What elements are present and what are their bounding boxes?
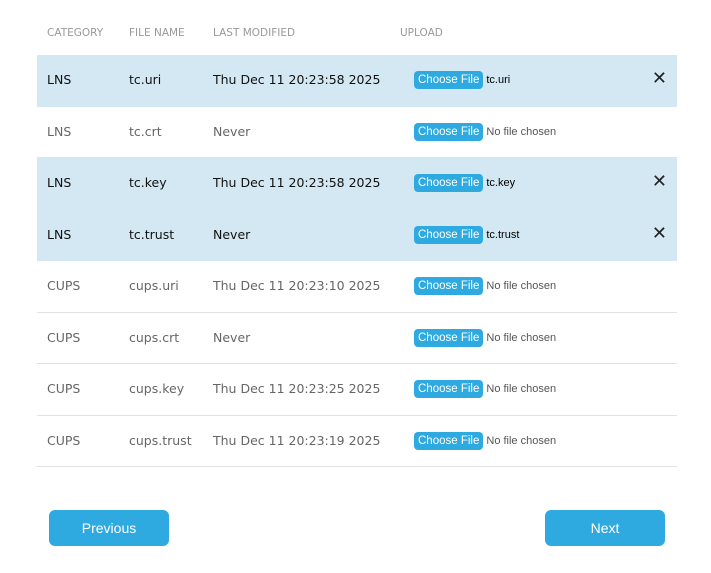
file-name-cell: tc.trust	[129, 226, 175, 242]
category-cell: CUPS	[47, 432, 81, 448]
category-cell: LNS	[47, 72, 72, 87]
choose-file-button[interactable]: Choose File	[414, 122, 484, 141]
last-modified-cell: Never	[213, 226, 251, 242]
file-input[interactable]: Choose File No file chosen	[414, 122, 557, 141]
table-row: CUPS cups.uri Thu Dec 11 20:23:10 2025 C…	[37, 261, 677, 313]
choose-file-button[interactable]: Choose File	[414, 225, 484, 244]
choose-file-button[interactable]: Choose File	[414, 174, 484, 192]
last-modified-cell: Thu Dec 11 20:23:58 2025	[213, 175, 381, 190]
close-icon[interactable]: ✕	[651, 222, 667, 244]
chosen-file-name: No file chosen	[486, 434, 557, 447]
header-last-modified: LAST MODIFIED	[213, 27, 296, 39]
last-modified-cell: Thu Dec 11 20:23:25 2025	[213, 381, 381, 396]
chosen-file-name: No file chosen	[486, 331, 557, 344]
category-cell: CUPS	[47, 278, 81, 293]
file-name-cell: cups.key	[129, 381, 185, 396]
header-category: CATEGORY	[47, 27, 104, 39]
choose-file-button[interactable]: Choose File	[414, 277, 484, 295]
file-input[interactable]: Choose File No file chosen	[414, 328, 557, 347]
choose-file-button[interactable]: Choose File	[414, 328, 484, 347]
last-modified-cell: Never	[213, 123, 251, 139]
chosen-file-name: No file chosen	[486, 125, 557, 138]
chosen-file-name: tc.uri	[486, 74, 511, 86]
chosen-file-name: tc.trust	[486, 228, 520, 241]
category-cell: LNS	[47, 226, 72, 242]
table-row: LNS tc.key Thu Dec 11 20:23:58 2025 Choo…	[37, 158, 677, 210]
file-name-cell: cups.uri	[129, 278, 179, 293]
next-button[interactable]: Next	[545, 510, 665, 546]
last-modified-cell: Thu Dec 11 20:23:58 2025	[213, 72, 381, 87]
table-row: LNS tc.crt Never Choose File No file chos…	[37, 107, 677, 158]
last-modified-cell: Thu Dec 11 20:23:10 2025	[213, 278, 381, 293]
table-row: LNS tc.uri Thu Dec 11 20:23:58 2025 Choo…	[37, 55, 677, 107]
choose-file-button[interactable]: Choose File	[414, 71, 484, 89]
choose-file-button[interactable]: Choose File	[414, 380, 484, 398]
file-input[interactable]: Choose File tc.uri	[414, 71, 510, 89]
table-row: CUPS cups.trust Thu Dec 11 20:23:19 2025…	[37, 416, 677, 467]
table-row: CUPS cups.crt Never Choose File No file c…	[37, 313, 677, 364]
file-name-cell: tc.key	[129, 175, 167, 190]
table-row: LNS tc.trust Never Choose File tc.trust ✕	[37, 209, 677, 261]
last-modified-cell: Thu Dec 11 20:23:19 2025	[213, 432, 381, 448]
last-modified-cell: Never	[213, 329, 251, 345]
file-input[interactable]: Choose File No file chosen	[414, 431, 557, 450]
file-input[interactable]: Choose File No file chosen	[414, 277, 556, 295]
table-row: CUPS cups.key Thu Dec 11 20:23:25 2025 C…	[37, 364, 677, 416]
file-input[interactable]: Choose File No file chosen	[414, 380, 556, 398]
chosen-file-name: No file chosen	[486, 383, 557, 395]
chosen-file-name: tc.key	[486, 177, 516, 189]
header-file-name: FILE NAME	[129, 27, 185, 39]
file-name-cell: cups.crt	[129, 329, 180, 345]
choose-file-button[interactable]: Choose File	[414, 431, 484, 450]
file-input[interactable]: Choose File tc.key	[414, 174, 515, 192]
category-cell: CUPS	[47, 329, 81, 345]
file-name-cell: tc.crt	[129, 123, 162, 139]
file-input[interactable]: Choose File tc.trust	[414, 225, 520, 244]
header-upload: UPLOAD	[400, 27, 443, 39]
chosen-file-name: No file chosen	[486, 280, 557, 292]
files-table: LNS tc.uri Thu Dec 11 20:23:58 2025 Choo…	[37, 55, 677, 467]
file-name-cell: cups.trust	[129, 432, 192, 448]
category-cell: LNS	[47, 123, 72, 139]
category-cell: LNS	[47, 175, 72, 190]
close-icon[interactable]: ✕	[651, 68, 667, 89]
close-icon[interactable]: ✕	[651, 171, 667, 192]
previous-button[interactable]: Previous	[49, 510, 169, 546]
category-cell: CUPS	[47, 381, 81, 396]
file-name-cell: tc.uri	[129, 72, 162, 87]
